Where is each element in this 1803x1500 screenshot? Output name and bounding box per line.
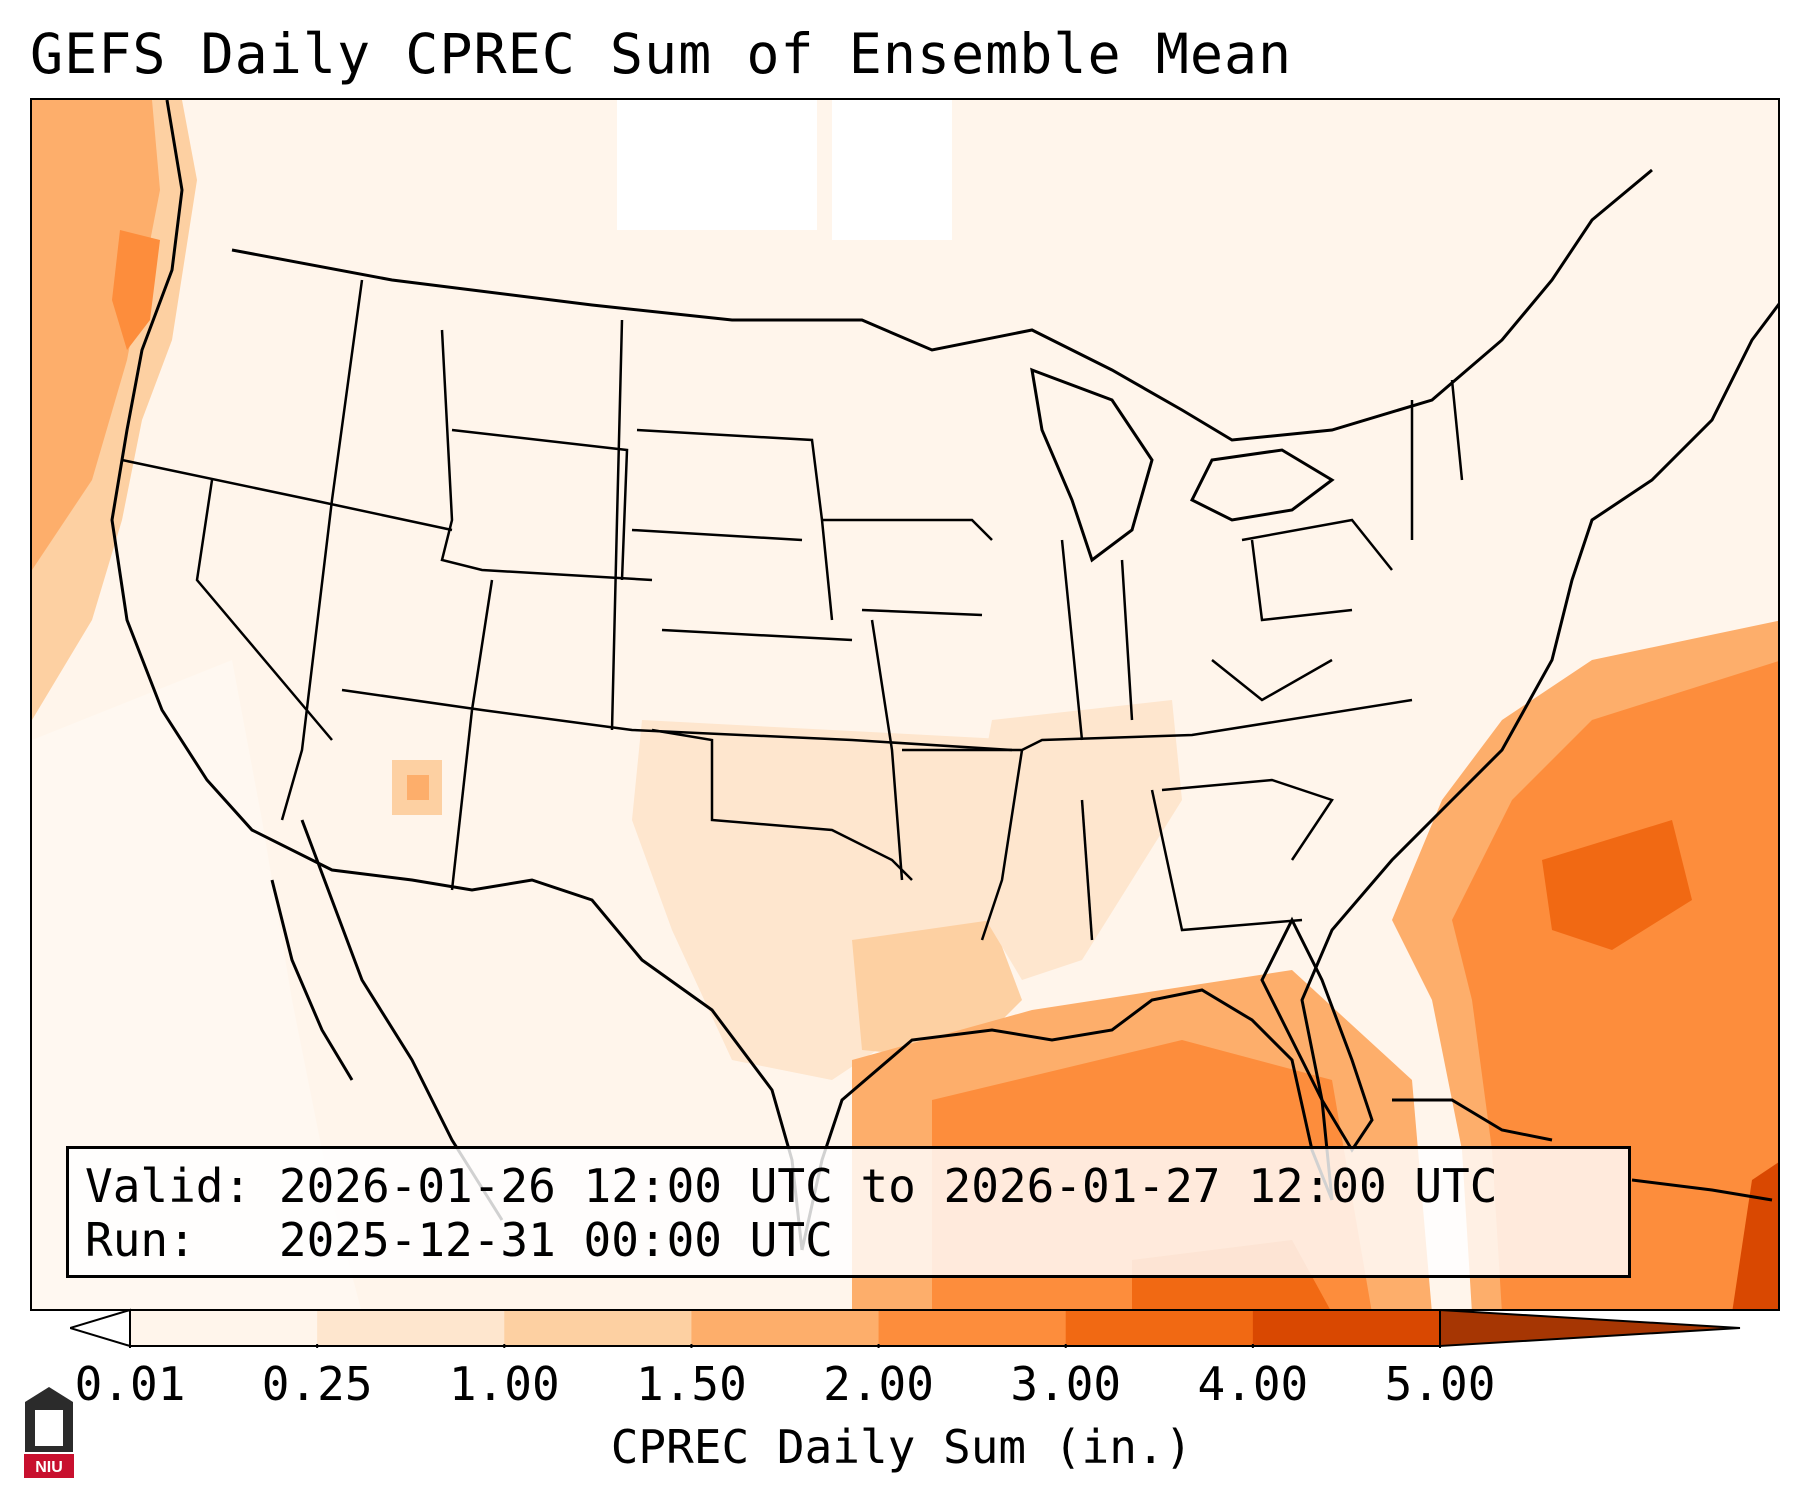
run-value: 2025-12-31 00:00 UTC (278, 1213, 833, 1267)
logo-banner (24, 1454, 74, 1478)
colorbar-segments (70, 1308, 1741, 1348)
canada-border-line (231, 168, 1653, 442)
colorbar-segment (878, 1310, 1067, 1346)
state-borders (121, 279, 1464, 941)
run-row: Run: 2025-12-31 00:00 UTC (85, 1213, 1612, 1267)
colorbar-segment (1252, 1310, 1441, 1346)
east-coastline (1300, 302, 1778, 1201)
west-coast-border-line (110, 100, 804, 1251)
mississippi-shade (962, 700, 1182, 980)
colorbar-tick-label: 4.00 (1197, 1357, 1309, 1411)
caribbean-islands (1392, 1098, 1553, 1142)
colorbar-tick-label: 0.25 (261, 1357, 373, 1411)
niu-logo: NIU (24, 1387, 74, 1478)
colorbar-tick-label: 1.50 (636, 1357, 747, 1411)
run-label: Run: (85, 1213, 196, 1267)
northern-white-area (617, 100, 817, 230)
precipitation-map (30, 98, 1780, 1311)
arizona-max-shade (407, 775, 429, 800)
colorbar-tick-label: 3.00 (1010, 1357, 1122, 1411)
baja-peninsula (270, 879, 354, 1081)
valid-row: Valid: 2026-01-26 12:00 UTC to 2026-01-2… (85, 1159, 1612, 1213)
valid-value: 2026-01-26 12:00 UTC to 2026-01-27 12:00… (278, 1159, 1498, 1213)
pacific-band-shade-dark (32, 100, 160, 570)
colorbar-tick-label: 0.01 (74, 1357, 186, 1411)
great-lakes-outline (1030, 367, 1154, 563)
logo-text: NIU (35, 1459, 63, 1476)
colorbar-segment (130, 1310, 318, 1346)
colorbar-outline (129, 1309, 1441, 1347)
valid-run-info-box: Valid: 2026-01-26 12:00 UTC to 2026-01-2… (66, 1146, 1631, 1278)
colorbar-segment (504, 1310, 692, 1346)
colorbar-segment (691, 1310, 880, 1346)
map-svg (32, 100, 1778, 1309)
hispaniola-outline (1631, 1178, 1773, 1202)
colorbar-min-extension (70, 1308, 131, 1348)
lake-erie-outline (1189, 448, 1335, 522)
northern-white-area-2 (832, 100, 952, 240)
logo-window (35, 1410, 63, 1446)
valid-label: Valid: (85, 1159, 252, 1213)
gulf-coastline (800, 988, 1334, 1251)
colorbar-segment (317, 1310, 505, 1346)
colorbar-label: CPREC Daily Sum (in.) (610, 1420, 1193, 1474)
colorbar-tick-label: 2.00 (823, 1357, 934, 1411)
colorbar-tick-label: 1.00 (448, 1357, 560, 1411)
colorbar-max-extension (1439, 1308, 1741, 1348)
colorbar-segment (1065, 1310, 1254, 1346)
colorbar-tick-label: 5.00 (1384, 1357, 1496, 1411)
map-title: GEFS Daily CPREC Sum of Ensemble Mean (30, 22, 1293, 86)
colorbar (70, 1308, 1741, 1348)
atlantic-max-shade (1542, 820, 1692, 950)
pacific-max-shade (112, 230, 160, 350)
